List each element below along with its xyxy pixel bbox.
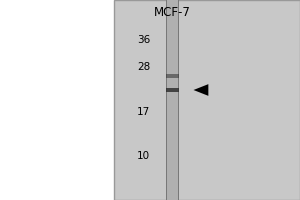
Polygon shape: [194, 84, 208, 96]
FancyBboxPatch shape: [166, 74, 179, 78]
Text: 10: 10: [137, 151, 150, 161]
FancyBboxPatch shape: [114, 0, 300, 200]
FancyBboxPatch shape: [167, 0, 178, 200]
Text: 28: 28: [137, 62, 150, 72]
Text: 17: 17: [137, 107, 150, 117]
Text: MCF-7: MCF-7: [154, 6, 191, 20]
Text: 36: 36: [137, 35, 150, 45]
FancyBboxPatch shape: [166, 88, 179, 92]
FancyBboxPatch shape: [166, 0, 179, 200]
